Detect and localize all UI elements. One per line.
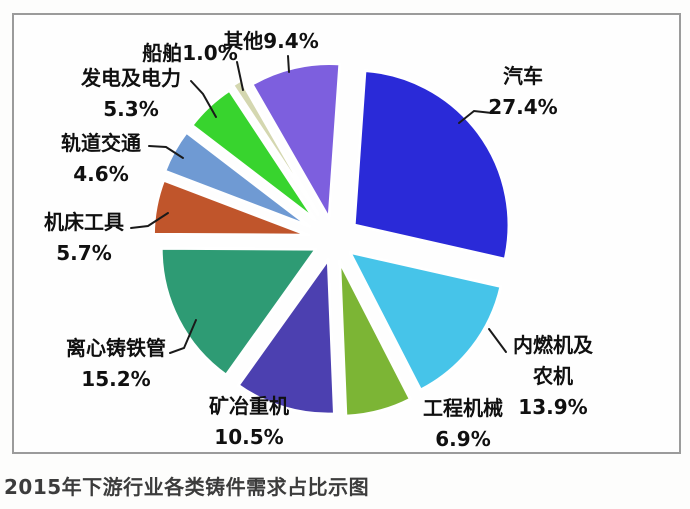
- slice-automobile-leader-line: [458, 109, 493, 124]
- slice-power-generation-label: 发电及电力 5.3%: [80, 66, 181, 121]
- figure-caption: 2015年下游行业各类铸件需求占比示图: [4, 475, 370, 499]
- slice-construction-machinery-label: 工程机械 6.9%: [423, 396, 503, 451]
- slice-ic-engine-agri-machinery-leader-line: [488, 328, 507, 353]
- slice-centrifugal-cast-iron-pipe: [159, 246, 318, 377]
- slice-rail-transit-leader-line: [148, 145, 184, 159]
- slice-others-label: 其他9.4%: [223, 29, 318, 53]
- slice-rail-transit-label: 轨道交通 4.6%: [61, 131, 141, 186]
- slice-ic-engine-agri-machinery-label: 内燃机及农机 13.9%: [513, 333, 594, 419]
- slice-centrifugal-cast-iron-pipe-label: 离心铸铁管 15.2%: [66, 336, 166, 391]
- slice-centrifugal-cast-iron-pipe-leader-line: [169, 319, 197, 354]
- slice-construction-machinery: [338, 259, 412, 418]
- slice-rail-transit: [163, 130, 311, 228]
- slice-power-generation-leader-line: [190, 80, 217, 118]
- slice-others: [250, 62, 342, 221]
- slice-ships-leader-line: [236, 61, 244, 91]
- slice-machine-tools: [151, 178, 310, 237]
- slice-mining-heavy-machinery: [236, 257, 336, 416]
- slice-ic-engine-agri-machinery: [348, 250, 503, 392]
- slice-machine-tools-label: 机床工具 5.7%: [44, 210, 124, 265]
- slice-automobile: [352, 69, 511, 261]
- slice-mining-heavy-machinery-label: 矿冶重机 10.5%: [209, 394, 289, 449]
- slice-automobile-label: 汽车 27.4%: [488, 64, 557, 119]
- slice-machine-tools-leader-line: [130, 212, 169, 229]
- slice-ships-label: 船舶1.0%: [142, 41, 237, 65]
- slice-others-leader-line: [287, 55, 290, 73]
